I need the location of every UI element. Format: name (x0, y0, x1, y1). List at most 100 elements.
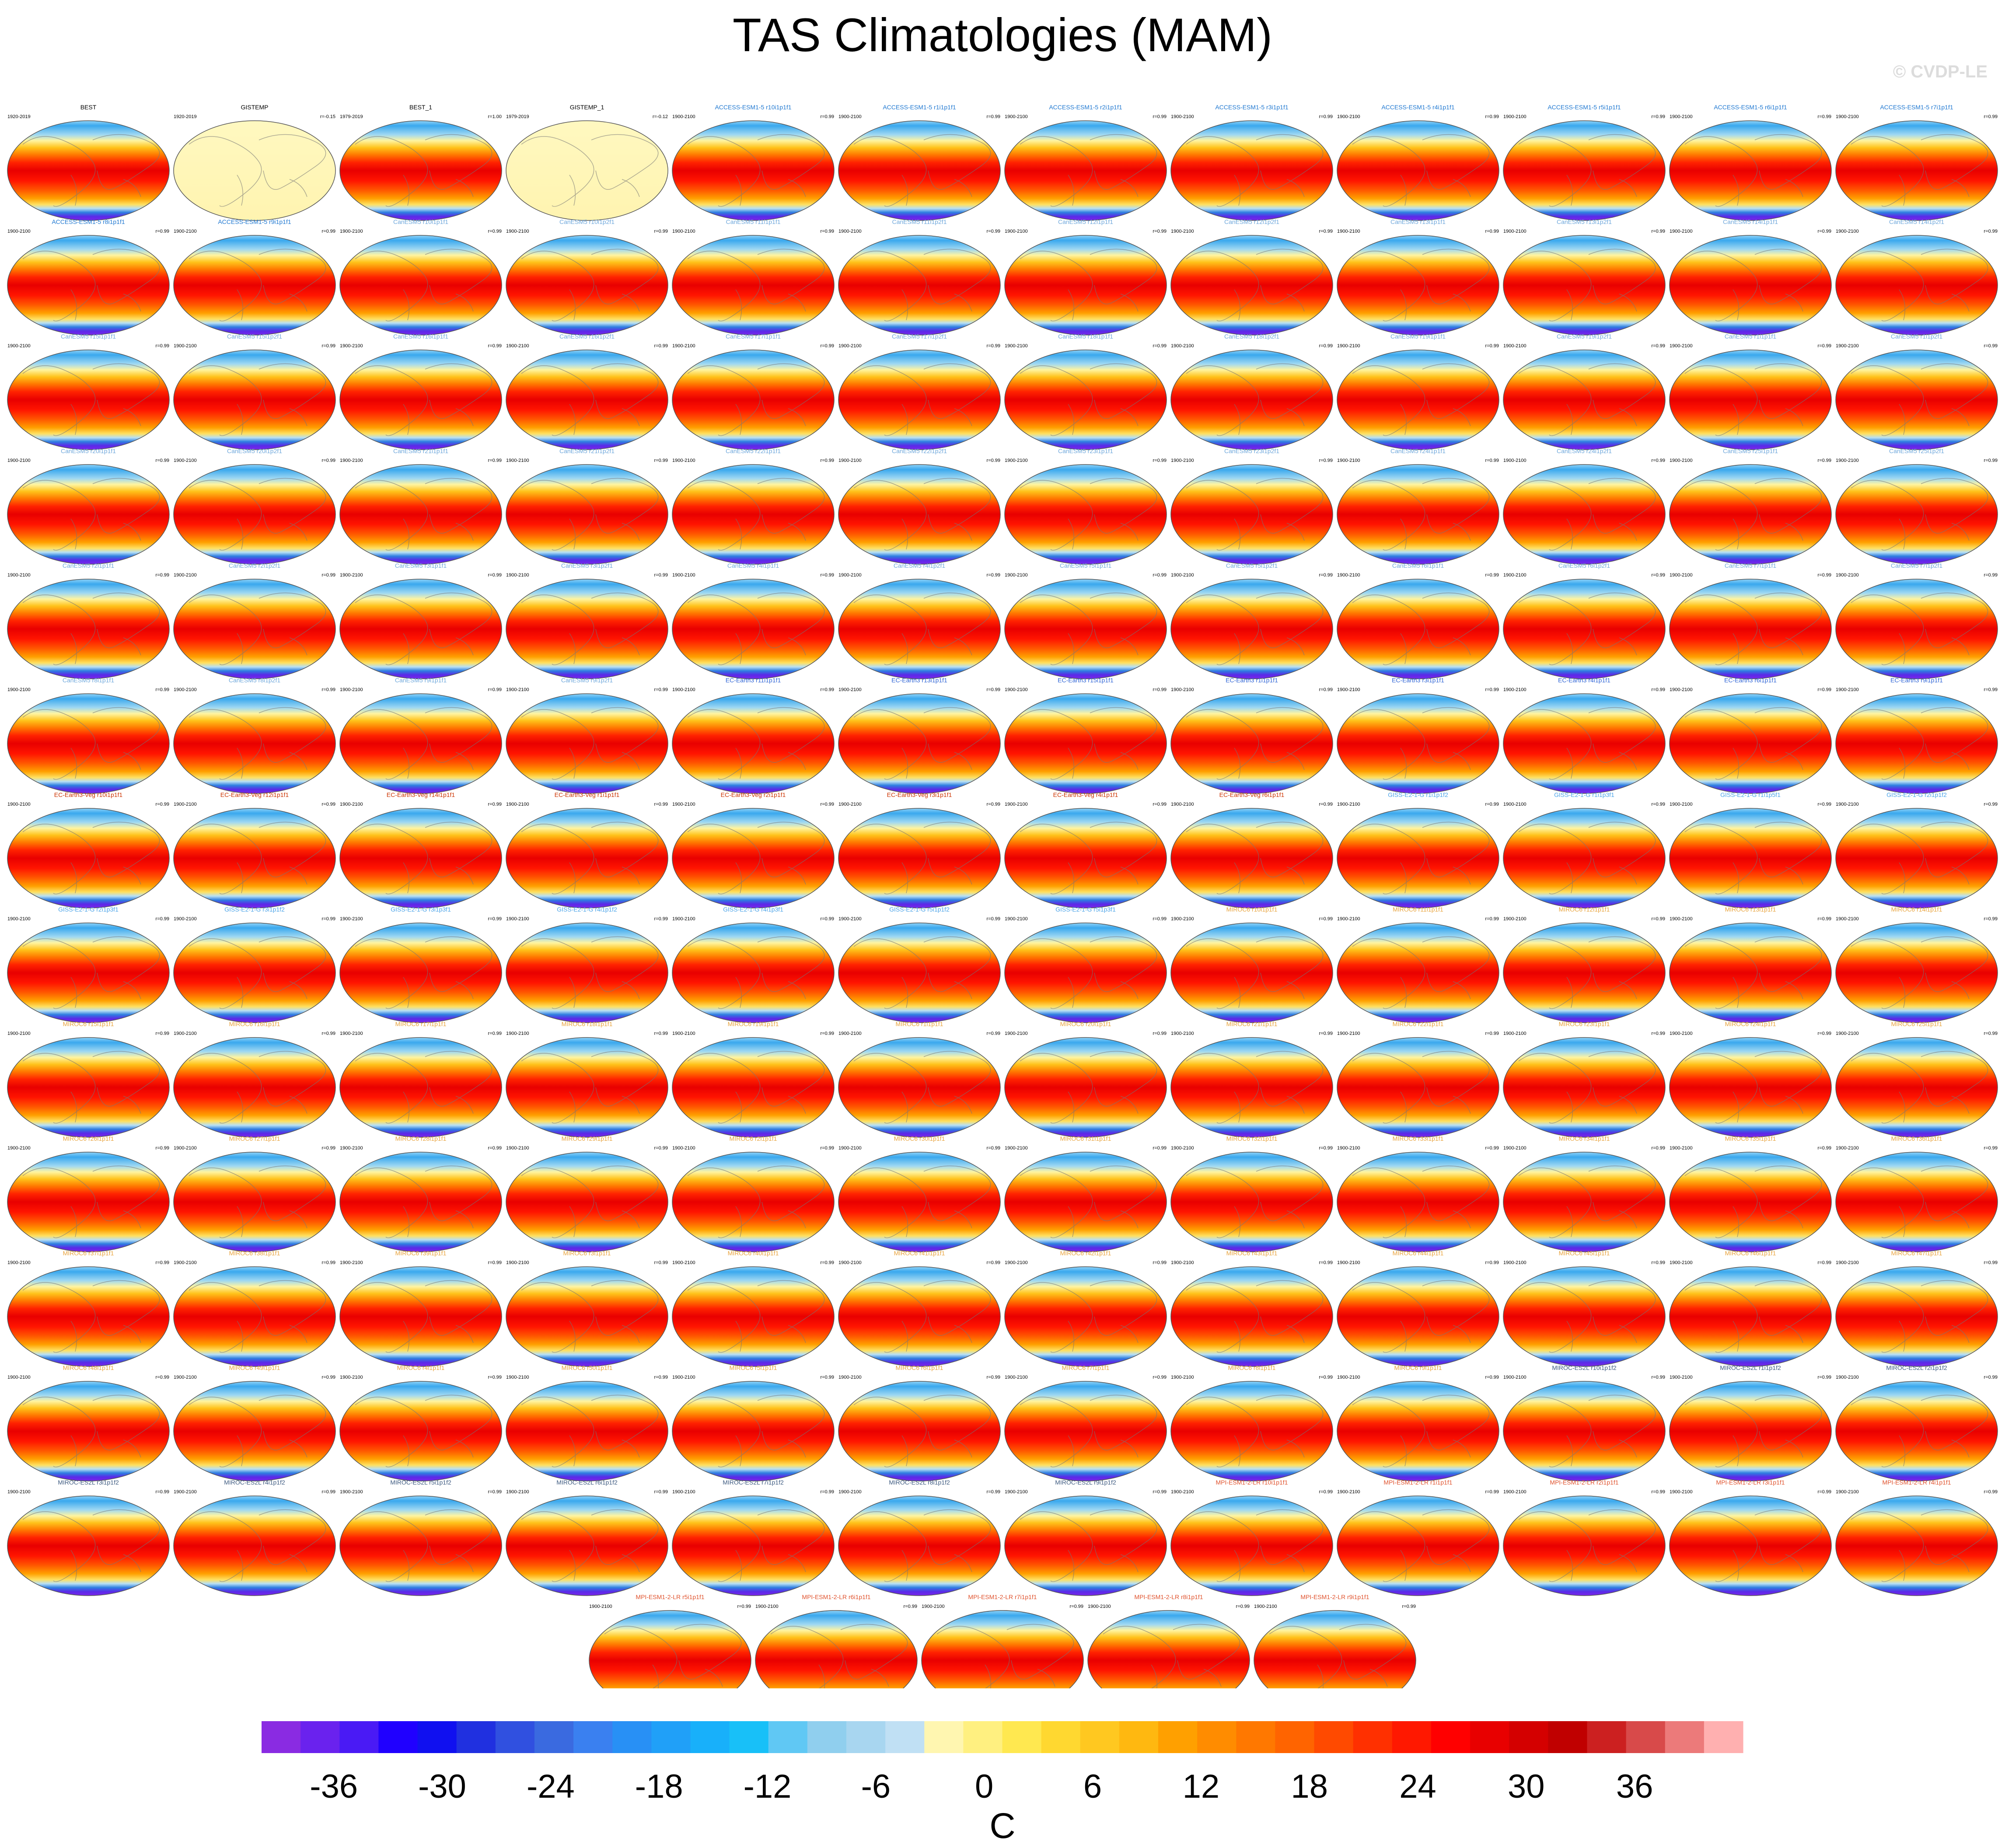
panel-title: MIROC6 r9i1p1f1 (1394, 1364, 1442, 1371)
map-panel: MIROC6 r42i1p1f1 1900-2100 r=0.99 (1004, 1250, 1167, 1367)
colorbar-box (1431, 1721, 1471, 1753)
map-panel: MIROC6 r31i1p1f1 1900-2100 r=0.99 (1004, 1135, 1167, 1252)
panel-title: MIROC6 r43i1p1f1 (1226, 1250, 1278, 1257)
coastline (189, 936, 326, 1009)
panel-years: 1900-2100 (7, 1260, 31, 1265)
coastline (770, 1624, 908, 1688)
map-panel: CanESM5 r10i1p1f1 1900-2100 r=0.99 (339, 218, 502, 335)
watermark: © CVDP-LE (1893, 62, 1988, 81)
panel-title: CanESM5 r12i1p2f1 (1224, 218, 1279, 225)
map-panel: MIROC6 r23i1p1f1 1900-2100 r=0.99 (1503, 1020, 1666, 1138)
map-field (1835, 808, 1998, 908)
coastline (1186, 363, 1324, 436)
coastline (853, 592, 991, 665)
panel-title: EC-Earth3-Veg r14i1p1f1 (387, 791, 455, 798)
panel-r-value: r=0.99 (156, 1031, 170, 1036)
panel-title: ACCESS-ESM1-5 r6i1p1f1 (1714, 104, 1787, 111)
map-field (173, 693, 336, 794)
map-panel: CanESM5 r18i1p2f1 1900-2100 r=0.99 (1170, 333, 1333, 450)
coastline (1684, 821, 1822, 894)
panel-title: MIROC6 r30i1p1f1 (894, 1135, 945, 1142)
panel-r-value: r=0.99 (1319, 114, 1333, 119)
map-panel: EC-Earth3-Veg r1i1p1f1 1900-2100 r=0.99 (506, 791, 668, 908)
map-field (339, 464, 502, 565)
map-panel: MIROC6 r50i1p1f1 1900-2100 r=0.99 (506, 1364, 668, 1481)
panel-years: 1900-2100 (506, 1375, 529, 1380)
map-panel: MIROC6 r22i1p1f1 1900-2100 r=0.99 (1337, 1020, 1499, 1138)
panel-r-value: r=0.99 (821, 1375, 835, 1380)
panel-title: GISTEMP (241, 104, 268, 111)
panel-title: MIROC6 r25i1p1f1 (1891, 1020, 1942, 1027)
panel-r-value: r=0.99 (1153, 458, 1167, 463)
panel-years: 1900-2100 (7, 229, 31, 234)
panel-title: CanESM5 r19i1p1f1 (1390, 333, 1446, 340)
map-panel: GISS-E2-1-G r1i1p5f1 1900-2100 r=0.99 (1669, 791, 1832, 908)
map-panel: MIROC6 r11i1p1f1 1900-2100 r=0.99 (1337, 906, 1499, 1023)
coastline (521, 1394, 659, 1467)
map-field (173, 808, 336, 908)
map-panel: MIROC6 r12i1p1f1 1900-2100 r=0.99 (1503, 906, 1666, 1023)
panel-r-value: r=0.99 (1818, 573, 1832, 578)
panel-years: 1900-2100 (7, 916, 31, 922)
panel-r-value: r=0.99 (322, 1031, 336, 1036)
panel-r-value: r=0.99 (821, 1031, 835, 1036)
coastline (189, 134, 326, 207)
panel-title: MPI-ESM1-2-LR r9i1p1f1 (1300, 1593, 1369, 1600)
colorbar-box (1197, 1721, 1237, 1753)
panel-r-value: r=0.99 (821, 1146, 835, 1151)
coastline (355, 134, 493, 207)
map-field (506, 120, 668, 221)
panel-title: CanESM5 r8i1p2f1 (229, 677, 281, 684)
panel-r-value: r=0.99 (654, 1375, 668, 1380)
panel-r-value: r=0.99 (1485, 916, 1499, 922)
panel-title: CanESM5 r23i1p2f1 (1224, 447, 1279, 454)
panel-years: 1900-2100 (1337, 458, 1360, 463)
panel-years: 1900-2100 (1836, 1260, 1859, 1265)
coastline (521, 1280, 659, 1353)
panel-r-value: r=0.99 (1984, 1375, 1998, 1380)
panel-title: MIROC6 r5i1p1f1 (730, 1364, 777, 1371)
panel-r-value: r=0.99 (821, 458, 835, 463)
panel-r-value: r=0.99 (821, 687, 835, 692)
map-panel: CanESM5 r21i1p2f1 1900-2100 r=0.99 (506, 447, 668, 565)
map-panel: CanESM5 r3i1p2f1 1900-2100 r=0.99 (506, 562, 668, 679)
panel-r-value: r=1.00 (488, 114, 502, 119)
panel-title: GISS-E2-1-G r2i1p1f2 (1886, 791, 1947, 798)
coastline (1684, 1280, 1822, 1353)
panel-years: 1900-2100 (174, 802, 197, 807)
colorbar-tick-label: 6 (1083, 1768, 1102, 1805)
panel-years: 1900-2100 (1836, 458, 1859, 463)
map-panel: MIROC6 r10i1p1f1 1900-2100 r=0.99 (1170, 906, 1333, 1023)
colorbar-tick-label: -12 (744, 1768, 792, 1805)
map-panel: CanESM5 r2i1p2f1 1900-2100 r=0.99 (173, 562, 336, 679)
map-panel: MIROC-ES2L r5i1p1f2 1900-2100 r=0.99 (339, 1479, 502, 1596)
panel-years: 1900-2100 (1503, 343, 1526, 349)
panel-r-value: r=0.99 (1319, 1489, 1333, 1495)
panel-years: 1900-2100 (922, 1604, 945, 1609)
map-field (1835, 1152, 1998, 1252)
map-field (506, 464, 668, 565)
panel-r-value: r=0.99 (1984, 1031, 1998, 1036)
panel-r-value: r=-0.12 (653, 114, 668, 119)
map-panel: CanESM5 r25i1p1f1 1900-2100 r=0.99 (1669, 447, 1832, 565)
map-panel: EC-Earth3 r11i1p1f1 1900-2100 r=0.99 (672, 677, 835, 794)
coastline (1684, 1394, 1822, 1467)
panel-r-value: r=0.99 (654, 1489, 668, 1495)
map-field (589, 1610, 751, 1688)
map-field (173, 1152, 336, 1252)
map-panel: MPI-ESM1-2-LR r2i1p1f1 1900-2100 r=0.99 (1503, 1479, 1666, 1596)
map-field (173, 464, 336, 565)
map-field (672, 693, 835, 794)
panel-title: MIROC6 r1i1p1f1 (896, 1020, 943, 1027)
map-field (1835, 693, 1998, 794)
map-field (1835, 579, 1998, 679)
coastline (22, 248, 160, 321)
coastline (1851, 1165, 1988, 1238)
panel-title: MIROC6 r21i1p1f1 (1226, 1020, 1278, 1027)
coastline (1020, 248, 1157, 321)
panel-title: CanESM5 r13i1p1f1 (1390, 218, 1446, 225)
map-panel: MIROC6 r48i1p1f1 1900-2100 r=0.99 (7, 1364, 170, 1481)
map-panel: MPI-ESM1-2-LR r7i1p1f1 1900-2100 r=0.99 (921, 1593, 1084, 1688)
map-field (339, 1152, 502, 1252)
panel-r-value: r=0.99 (322, 1146, 336, 1151)
